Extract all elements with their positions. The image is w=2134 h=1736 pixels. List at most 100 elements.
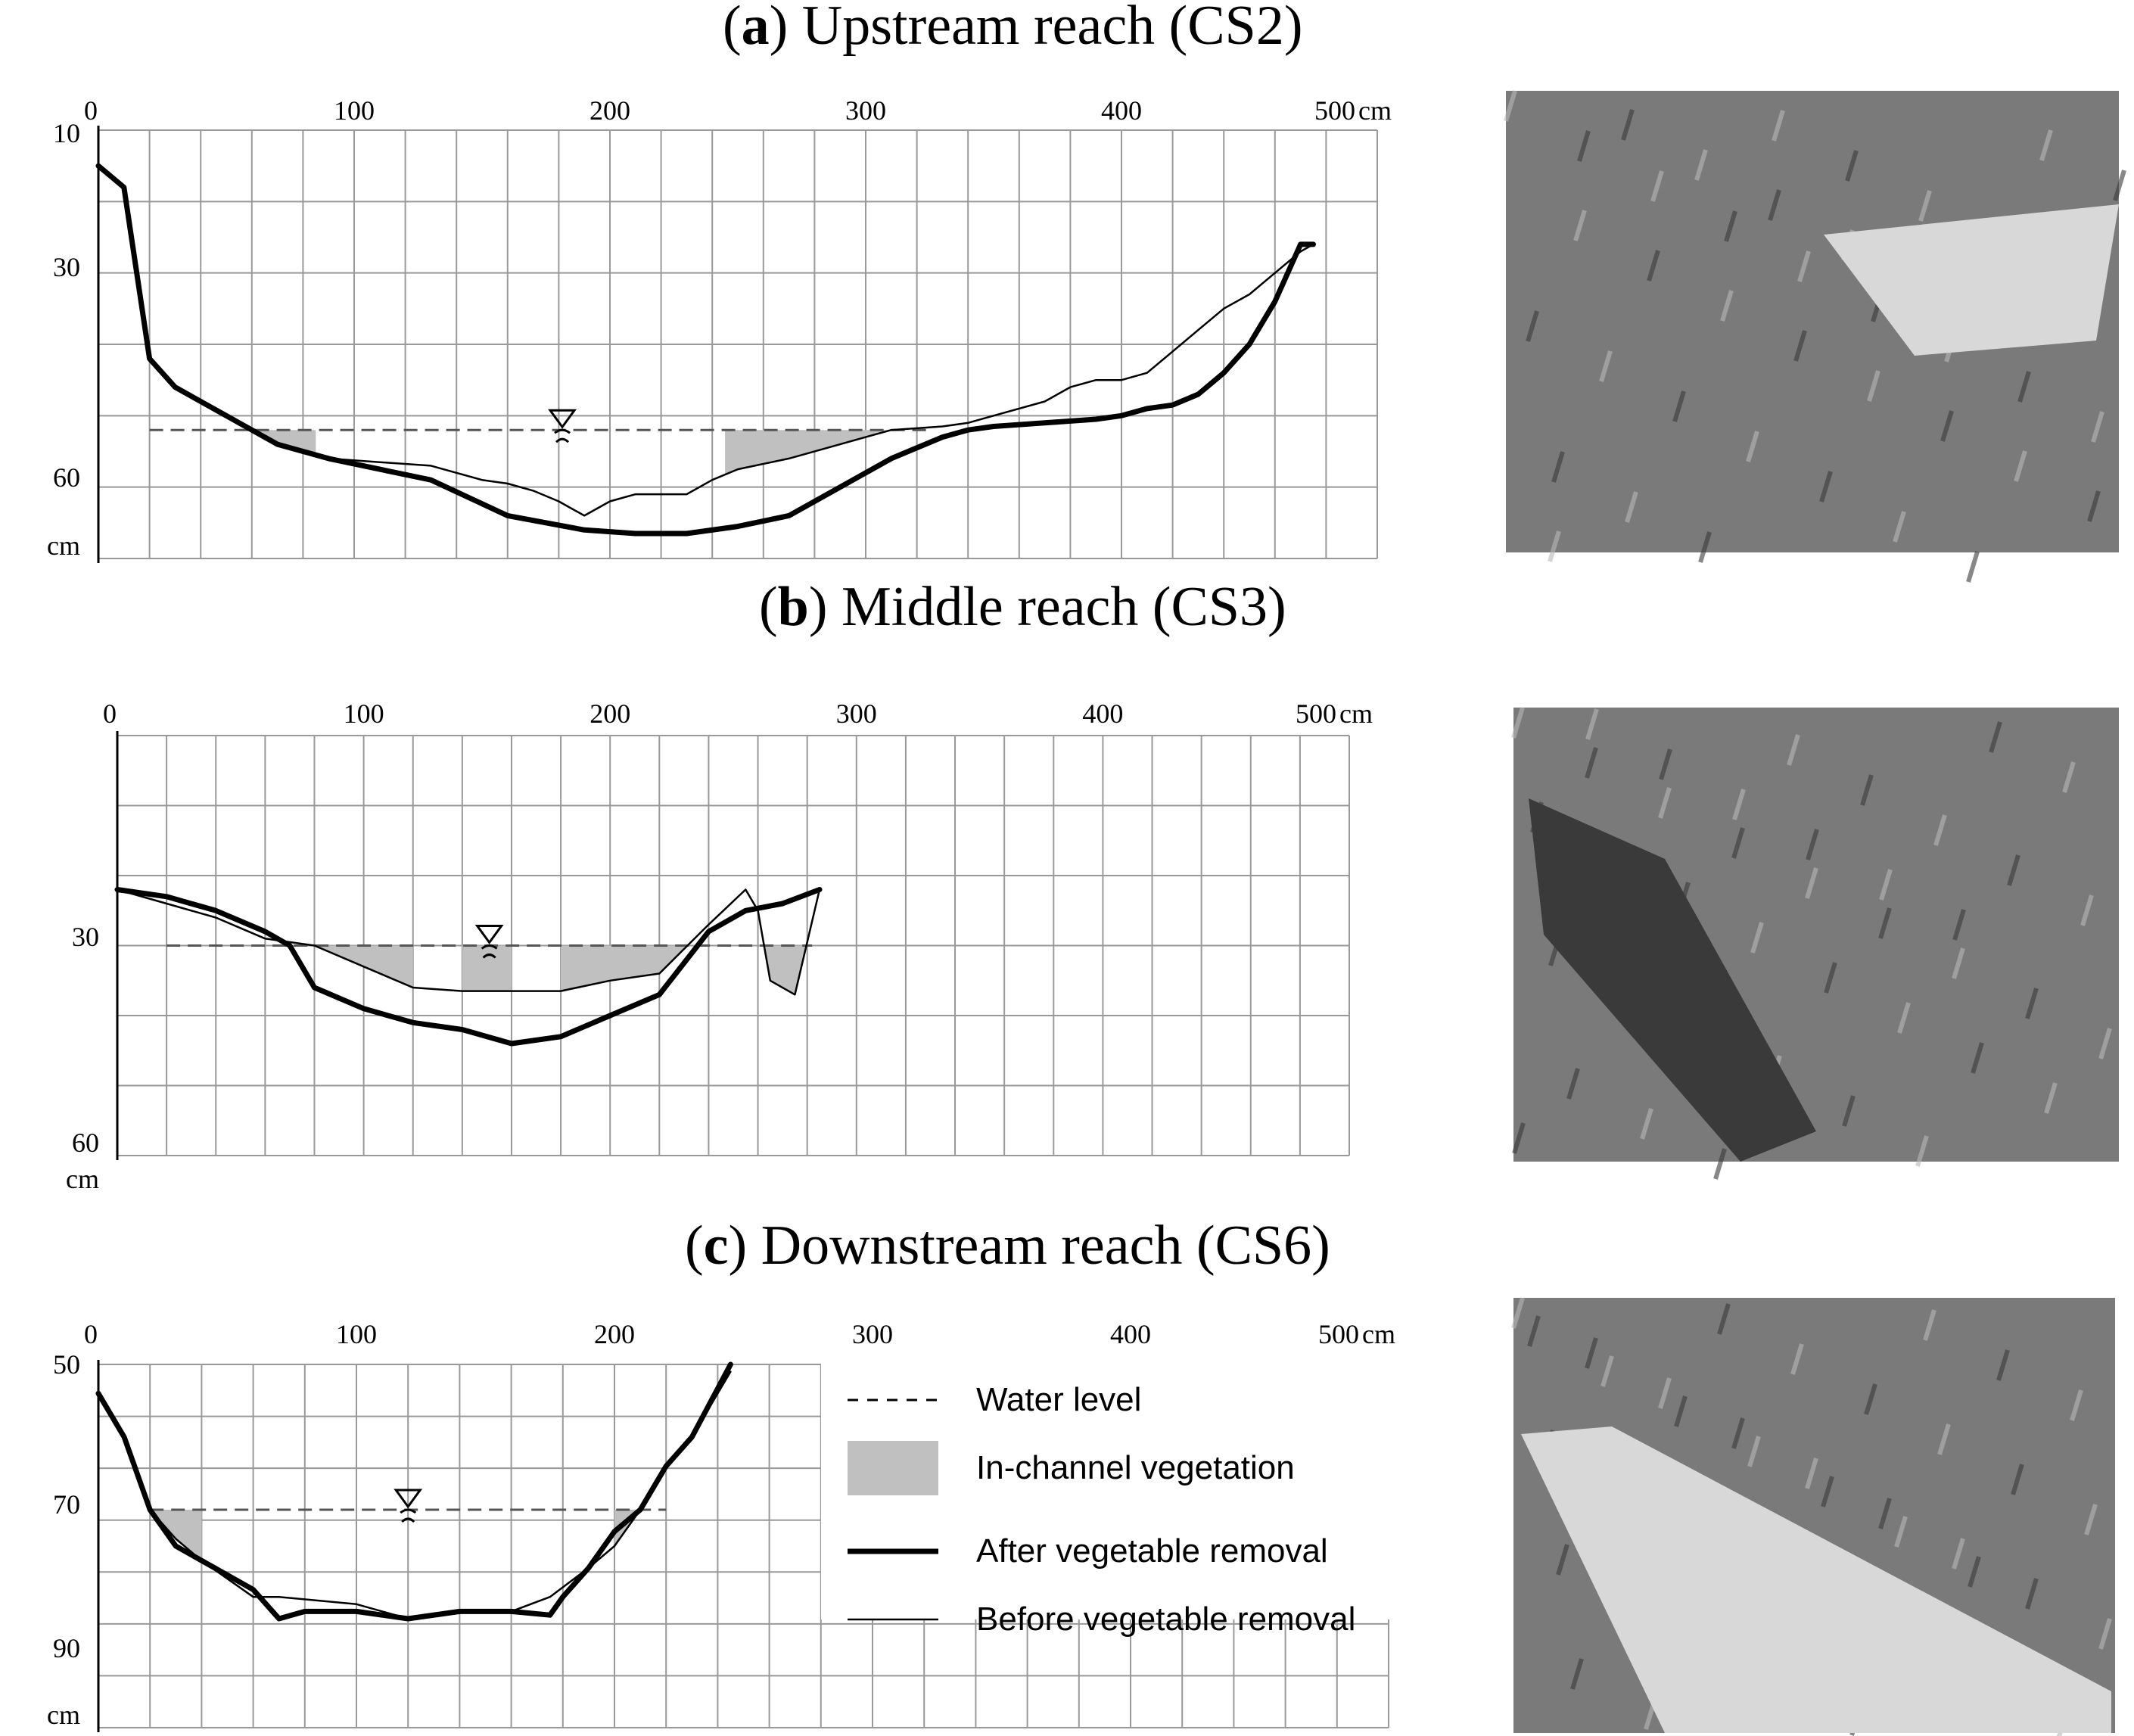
grass-stroke xyxy=(1511,1297,1525,1329)
grass-stroke xyxy=(1867,370,1880,402)
y-tick-label: 90 xyxy=(53,1633,80,1663)
series-before-removal xyxy=(116,888,821,996)
legend-swatch-vegetation xyxy=(848,1441,938,1495)
y-tick-label: 30 xyxy=(53,252,80,282)
grass-stroke xyxy=(1717,1303,1731,1335)
y-tick-label: 60 xyxy=(53,462,80,493)
x-tick-label: 500 xyxy=(1314,95,1355,126)
grass-stroke xyxy=(1893,511,1906,543)
legend-label: Before vegetable removal xyxy=(976,1601,1355,1638)
x-tick-label: 100 xyxy=(334,95,375,126)
panel-a-letter: a xyxy=(741,0,770,57)
grass-stroke xyxy=(1824,962,1837,994)
x-tick-label: 0 xyxy=(84,95,98,126)
x-unit-label: cm xyxy=(1339,698,1373,729)
grass-stroke xyxy=(1805,1458,1818,1489)
y-unit-label: cm xyxy=(47,530,80,561)
grass-stroke xyxy=(1897,1002,1911,1034)
x-tick-label: 400 xyxy=(1101,95,1142,126)
channel-water xyxy=(1824,204,2119,356)
vegetation-fill xyxy=(462,945,512,991)
grass-stroke xyxy=(1819,471,1833,502)
upstream-photo xyxy=(1504,90,2126,583)
panel-c-title-text: ) Downstream reach (CS6) xyxy=(728,1215,1330,1277)
x-tick-label: 0 xyxy=(103,698,117,729)
channel-shadow xyxy=(1529,798,1816,1162)
grass-stroke xyxy=(1937,1423,1951,1455)
grass-stroke xyxy=(1787,734,1800,766)
y-unit-label: cm xyxy=(47,1700,80,1730)
x-tick-label: 500 xyxy=(1296,698,1336,729)
grass-stroke xyxy=(1940,410,1954,442)
y-unit-label: cm xyxy=(66,1164,99,1194)
panel-a-title: (a) Upstream reach (CS2) xyxy=(723,0,1302,58)
x-tick-label: 200 xyxy=(594,1319,635,1349)
grass-stroke xyxy=(1512,1122,1526,1154)
legend: Water level In-channel vegetation After ve… xyxy=(821,1362,1396,1638)
grass-stroke xyxy=(1724,210,1737,242)
x-tick-label: 400 xyxy=(1110,1319,1151,1349)
grass-stroke xyxy=(1650,170,1664,202)
water-level-symbol xyxy=(474,925,504,959)
y-tick-label: 30 xyxy=(72,922,99,952)
grass-stroke xyxy=(1647,250,1660,282)
grass-stroke xyxy=(1772,110,1785,142)
x-tick-label: 200 xyxy=(589,95,630,126)
grass-stroke xyxy=(1504,90,1517,122)
grass-stroke xyxy=(1621,109,1635,141)
grass-stroke xyxy=(1805,867,1818,899)
grass-stroke xyxy=(1821,1476,1834,1507)
grass-stroke xyxy=(2113,170,2126,201)
grass-stroke xyxy=(2098,1618,2112,1650)
grass-stroke xyxy=(1548,530,1561,562)
grass-stroke xyxy=(1746,431,1759,462)
water-level-triangle xyxy=(474,925,504,945)
grass-stroke xyxy=(1566,1068,1580,1100)
grass-stroke xyxy=(1952,947,1965,979)
grass-stroke xyxy=(2014,450,2027,482)
grass-stroke xyxy=(1879,869,1893,901)
middle-photo xyxy=(1511,707,2119,1180)
water-level-triangle xyxy=(394,1489,423,1509)
y-tick-label: 70 xyxy=(53,1489,80,1520)
panel-c-title: (c) Downstream reach (CS6) xyxy=(685,1215,1330,1277)
vegetation-fill xyxy=(725,430,930,475)
grass-stroke xyxy=(1551,451,1565,483)
panel-b-title: (b) Middle reach (CS3) xyxy=(759,576,1286,638)
y-tick-label: 10 xyxy=(53,118,80,148)
grass-stroke xyxy=(1878,907,1892,939)
grid-a xyxy=(98,129,1378,559)
grass-stroke xyxy=(1556,1544,1569,1576)
x-tick-label: 400 xyxy=(1082,698,1123,729)
vegetation-fill xyxy=(561,945,684,991)
grass-stroke xyxy=(1672,390,1686,422)
grass-stroke xyxy=(1527,1315,1541,1347)
grass-stroke xyxy=(2091,411,2104,443)
series-before-removal xyxy=(97,1370,732,1620)
legend-label: After vegetable removal xyxy=(976,1532,1328,1570)
grass-stroke xyxy=(1573,210,1587,241)
x-tick-label: 500 xyxy=(1318,1319,1359,1349)
grass-stroke xyxy=(1570,1658,1584,1690)
channel-water xyxy=(1521,1426,2111,1733)
x-tick-label: 300 xyxy=(845,95,886,126)
grass-stroke xyxy=(1585,1337,1598,1369)
water-level-triangle xyxy=(548,409,577,429)
grass-stroke xyxy=(1842,1095,1856,1127)
grass-stroke xyxy=(2039,129,2053,161)
grass-stroke xyxy=(1918,190,1932,222)
grass-stroke xyxy=(2017,371,2031,403)
water-level-waves xyxy=(400,1508,417,1523)
grass-stroke xyxy=(1674,1395,1688,1427)
x-tick-label: 300 xyxy=(852,1319,893,1349)
series-after-removal xyxy=(114,887,823,1047)
grass-stroke xyxy=(2062,761,2076,793)
vegetation-fill xyxy=(150,1510,202,1561)
y-tick-label: 60 xyxy=(72,1128,99,1158)
grass-stroke xyxy=(1845,150,1859,182)
grass-stroke xyxy=(1577,130,1591,162)
grass-stroke xyxy=(1793,330,1807,362)
x-tick-label: 0 xyxy=(84,1319,98,1349)
grass-stroke xyxy=(1971,1042,1984,1074)
